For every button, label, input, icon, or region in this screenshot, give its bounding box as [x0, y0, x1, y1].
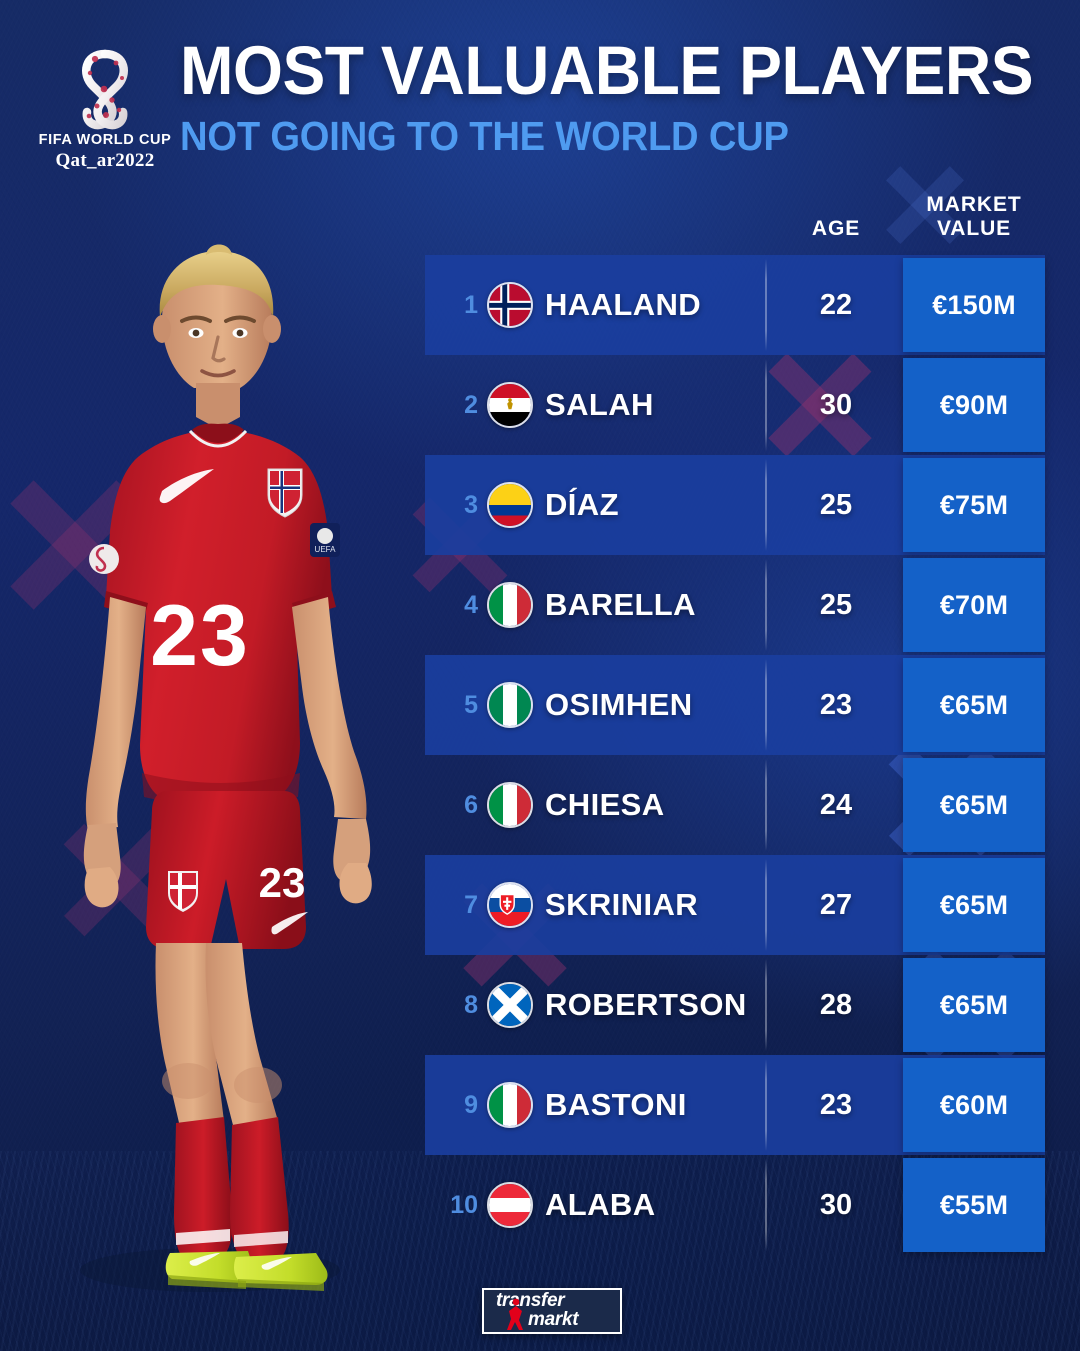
svg-text:UEFA: UEFA — [315, 545, 337, 554]
flag-slovakia-icon — [487, 882, 533, 928]
column-divider — [765, 259, 767, 351]
player-age: 25 — [819, 588, 853, 621]
column-header-market-value: MARKET VALUE — [900, 193, 1048, 242]
flag-italy-icon — [487, 582, 533, 628]
transfermarkt-logo-icon[interactable]: transfer markt — [482, 1288, 622, 1334]
player-name: OSIMHEN — [545, 687, 693, 722]
player-rank: 6 — [464, 790, 478, 819]
flag-egypt-icon — [487, 382, 533, 428]
flag-austria-icon — [487, 1182, 533, 1228]
player-age: 25 — [819, 488, 853, 521]
table-row[interactable]: 7 SKRINIAR 27 €65M — [0, 855, 1080, 955]
column-header-market-value-line2: VALUE — [936, 217, 1012, 241]
svg-text:23: 23 — [259, 859, 306, 906]
player-market-value: €75M — [903, 458, 1045, 552]
player-name: HAALAND — [545, 287, 702, 322]
players-table: 1 HAALAND 22 €150M 2 SALAH 30 €90M 3 DÍA… — [0, 255, 1080, 1255]
player-rank: 8 — [464, 990, 478, 1019]
flag-scotland-icon — [487, 982, 533, 1028]
transfermarkt-label-line2: markt — [528, 1309, 579, 1330]
page-subtitle: NOT GOING TO THE WORLD CUP — [180, 113, 789, 160]
table-row[interactable]: 10 ALABA 30 €55M — [0, 1155, 1080, 1255]
player-rank: 1 — [464, 290, 478, 319]
svg-text:23: 23 — [150, 588, 250, 684]
player-market-value: €65M — [903, 858, 1045, 952]
player-age: 23 — [819, 688, 853, 721]
table-row[interactable]: 2 SALAH 30 €90M — [0, 355, 1080, 455]
player-name: DÍAZ — [545, 487, 619, 522]
player-rank: 9 — [464, 1090, 478, 1119]
player-rank: 7 — [464, 890, 478, 919]
column-divider — [765, 459, 767, 551]
flag-italy-icon — [487, 782, 533, 828]
player-market-value: €90M — [903, 358, 1045, 452]
player-rank: 2 — [464, 390, 478, 419]
transfermarkt-label-line1: transfer — [496, 1290, 565, 1311]
player-age: 30 — [819, 388, 853, 421]
player-name: BASTONI — [545, 1087, 687, 1122]
column-headers: AGE MARKET VALUE — [0, 186, 1080, 250]
table-row[interactable]: 9 BASTONI 23 €60M — [0, 1055, 1080, 1155]
footballer-silhouette-icon — [507, 1298, 523, 1330]
column-divider — [765, 759, 767, 851]
title-block: MOST VALUABLE PLAYERS NOT GOING TO THE W… — [180, 32, 1034, 160]
player-age: 27 — [819, 888, 853, 921]
table-row[interactable]: 5 OSIMHEN 23 €65M — [0, 655, 1080, 755]
player-age: 22 — [819, 288, 853, 321]
player-name: CHIESA — [545, 787, 665, 822]
player-name: ALABA — [545, 1187, 656, 1222]
flag-italy-icon — [487, 1082, 533, 1128]
column-header-age: AGE — [811, 217, 861, 241]
column-divider — [765, 959, 767, 1051]
player-market-value: €55M — [903, 1158, 1045, 1252]
flag-colombia-icon — [487, 482, 533, 528]
column-divider — [765, 359, 767, 451]
table-row[interactable]: 3 DÍAZ 25 €75M — [0, 455, 1080, 555]
player-name: SALAH — [545, 387, 654, 422]
fifa-world-cup-emblem-icon: FIFA WORLD CUP Qat_ar2022 — [30, 42, 180, 177]
player-rank: 4 — [464, 590, 478, 619]
table-row[interactable]: 1 HAALAND 22 €150M — [0, 255, 1080, 355]
column-divider — [765, 659, 767, 751]
table-row[interactable]: 6 CHIESA 24 €65M — [0, 755, 1080, 855]
player-age: 23 — [819, 1088, 853, 1121]
fifa-world-cup-label: FIFA WORLD CUP — [38, 132, 172, 148]
flag-norway-icon — [487, 282, 533, 328]
player-market-value: €150M — [903, 258, 1045, 352]
table-row[interactable]: 8 ROBERTSON 28 €65M — [0, 955, 1080, 1055]
player-rank: 5 — [464, 690, 478, 719]
column-divider — [765, 1059, 767, 1151]
column-header-market-value-line1: MARKET — [926, 192, 1022, 216]
header: FIFA WORLD CUP Qat_ar2022 MOST VALUABLE … — [0, 0, 1080, 190]
page-title: MOST VALUABLE PLAYERS — [180, 32, 1034, 109]
player-age: 30 — [819, 1188, 853, 1221]
player-name: SKRINIAR — [545, 887, 699, 922]
flag-nigeria-icon — [487, 682, 533, 728]
erling-haaland-photo: UEFA 23 23 — [10, 225, 430, 1295]
column-divider — [765, 1159, 767, 1251]
player-market-value: €70M — [903, 558, 1045, 652]
table-row[interactable]: 4 BARELLA 25 €70M — [0, 555, 1080, 655]
player-market-value: €65M — [903, 958, 1045, 1052]
player-rank: 10 — [450, 1190, 478, 1219]
player-age: 24 — [819, 788, 853, 821]
player-age: 28 — [819, 988, 853, 1021]
player-market-value: €60M — [903, 1058, 1045, 1152]
player-name: BARELLA — [545, 587, 696, 622]
column-divider — [765, 559, 767, 651]
column-divider — [765, 859, 767, 951]
qatar-2022-label: Qat_ar2022 — [55, 150, 155, 171]
player-market-value: €65M — [903, 658, 1045, 752]
player-rank: 3 — [464, 490, 478, 519]
player-name: ROBERTSON — [545, 987, 747, 1022]
player-market-value: €65M — [903, 758, 1045, 852]
